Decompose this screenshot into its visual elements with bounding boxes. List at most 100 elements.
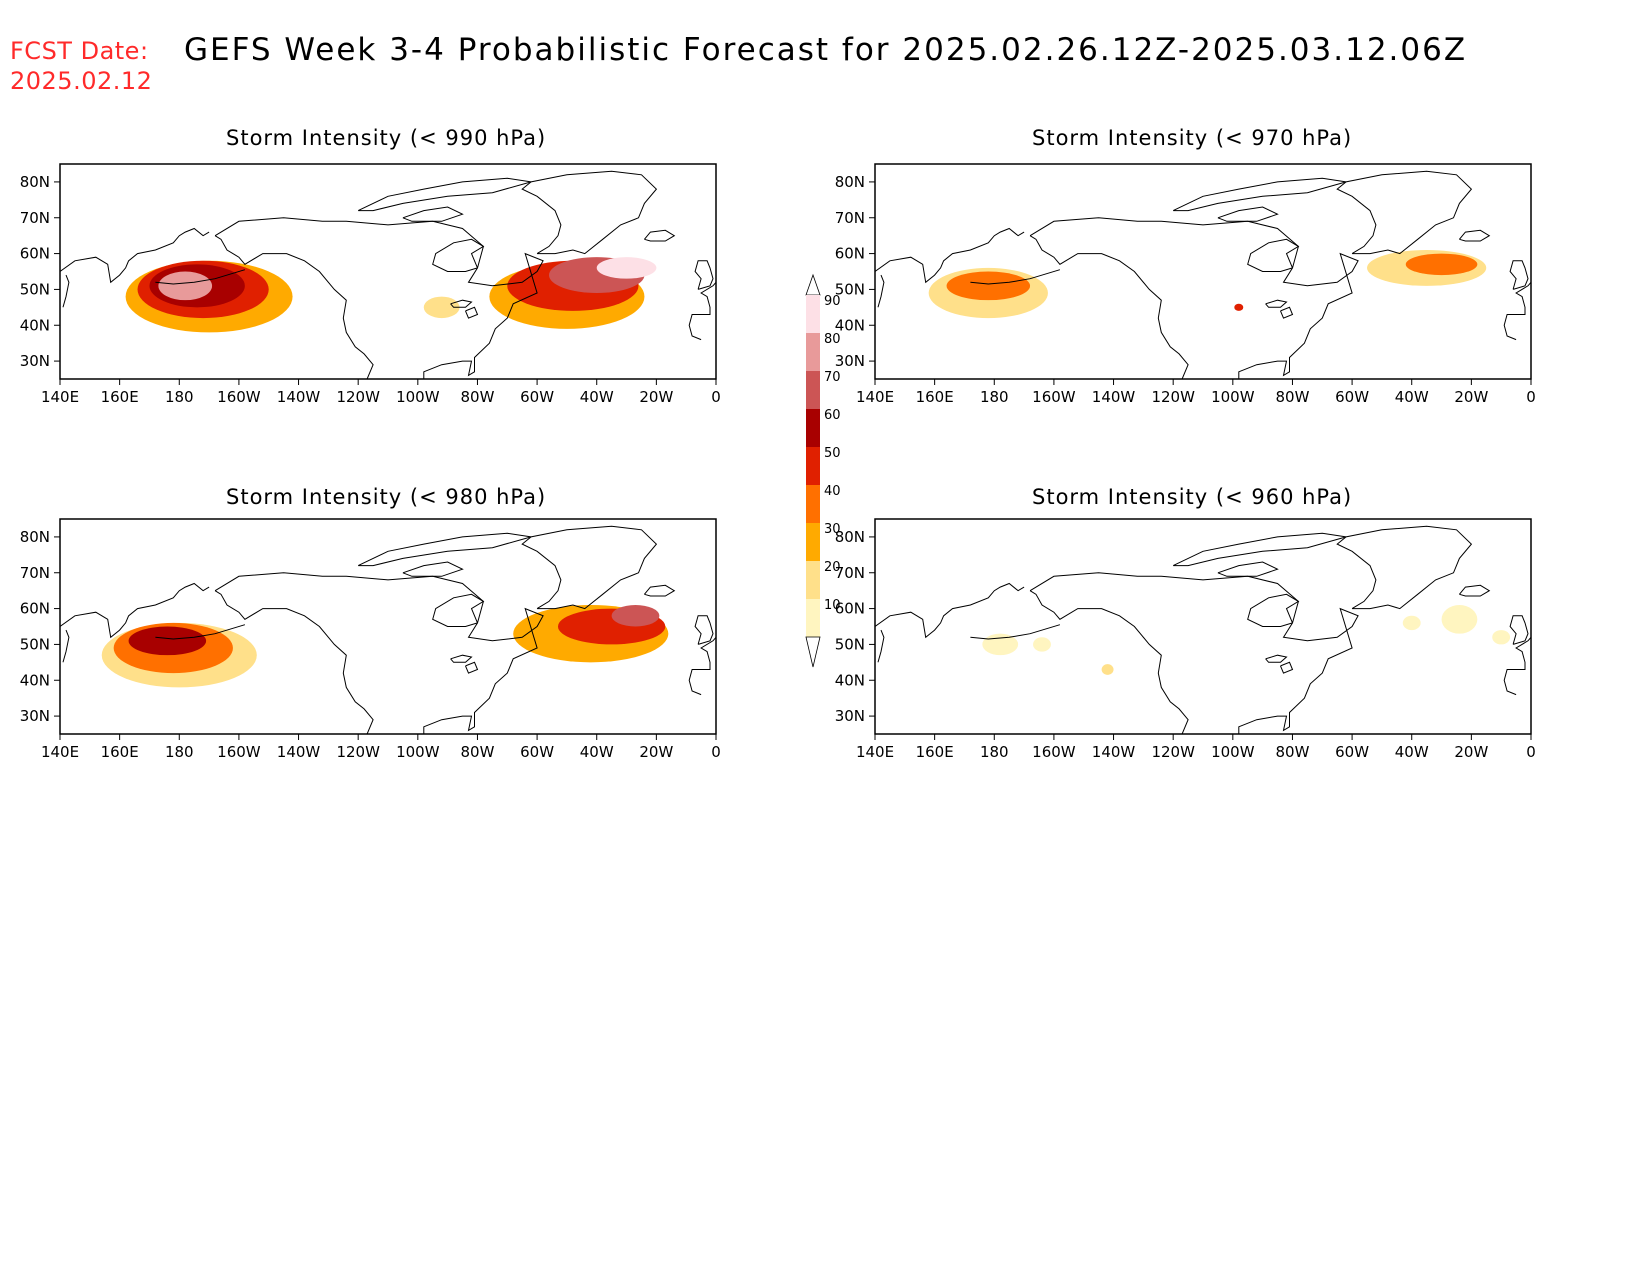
colorbar-level-label: 30 (824, 522, 841, 537)
coastline (875, 582, 1025, 639)
colorbar-level-label: 90 (824, 294, 841, 309)
coastline (694, 260, 714, 290)
colorbar-swatch (806, 485, 820, 523)
coastline (450, 299, 473, 308)
coastline (1247, 238, 1300, 272)
map-panel-980: 140E 160E 180 160W 140W 120W 100W 80W 60W 40W 20W 0… (20, 518, 721, 761)
lat-tick-label: 60N (835, 600, 865, 618)
lon-tick-label: 120W (336, 388, 380, 406)
lon-tick-label: 60W (520, 743, 554, 761)
lon-tick-label: 80W (1275, 743, 1309, 761)
lon-tick-label: 0 (711, 388, 721, 406)
lon-tick-label: 80W (1275, 388, 1309, 406)
lat-tick-label: 70N (835, 564, 865, 582)
coastline (970, 624, 1061, 640)
coastline (521, 525, 658, 610)
lat-tick-label: 80N (835, 173, 865, 191)
coastline (644, 229, 676, 242)
coastline (1247, 593, 1300, 627)
panel-title-960: Storm Intensity (< 960 hPa) (1032, 485, 1353, 509)
lon-tick-label: 0 (711, 743, 721, 761)
lon-tick-label: 80W (460, 388, 494, 406)
coastline (1265, 299, 1288, 308)
lat-tick-label: 50N (835, 280, 865, 298)
coastline (357, 532, 532, 567)
lon-tick-label: 160E (916, 388, 954, 406)
coastline (214, 590, 374, 734)
coastline (432, 593, 485, 627)
coastline (155, 624, 246, 640)
coastline (1503, 636, 1531, 696)
probability-contour (596, 257, 657, 279)
probability-contour (1033, 637, 1051, 652)
coastline (1509, 260, 1529, 290)
colorbar-swatch (806, 371, 820, 409)
lat-tick-label: 40N (20, 316, 50, 334)
colorbar-level-label: 50 (824, 446, 841, 461)
probability-contour (423, 296, 460, 319)
coastline (1509, 615, 1529, 645)
lon-tick-label: 100W (1211, 388, 1255, 406)
lon-tick-label: 60W (1335, 743, 1369, 761)
coastline (465, 306, 479, 319)
lon-tick-label: 140W (1092, 743, 1136, 761)
coastline (1336, 170, 1473, 255)
colorbar-level-label: 10 (824, 598, 841, 613)
coastline (877, 629, 885, 663)
lat-tick-label: 30N (20, 707, 50, 725)
coastline (521, 170, 658, 255)
lon-tick-label: 140E (856, 743, 894, 761)
lat-tick-label: 60N (835, 245, 865, 263)
lon-tick-label: 20W (639, 388, 673, 406)
lat-tick-label: 60N (20, 245, 50, 263)
map-panel-970: 140E 160E 180 160W 140W 120W 100W 80W 60W 40W 20W 0… (835, 163, 1536, 406)
lat-tick-label: 50N (20, 635, 50, 653)
coastline (357, 177, 532, 212)
lon-tick-label: 180 (980, 743, 1009, 761)
probability-contour (1402, 615, 1421, 631)
forecast-date-label: FCST Date: 2025.02.12 (10, 36, 152, 96)
coastline (155, 269, 246, 285)
probability-contour (1441, 605, 1478, 634)
lon-tick-label: 140W (1092, 388, 1136, 406)
lon-tick-label: 160E (101, 388, 139, 406)
map-panel-960: 140E 160E 180 160W 140W 120W 100W 80W 60W 40W 20W 0… (835, 518, 1536, 761)
map-frame (59, 163, 717, 380)
coastline (1217, 206, 1279, 222)
coastline (877, 274, 885, 308)
coastline (214, 235, 374, 379)
panel-title-970: Storm Intensity (< 970 hPa) (1032, 126, 1353, 150)
coastline (1172, 532, 1347, 567)
lon-tick-label: 120W (1151, 743, 1195, 761)
lat-tick-label: 60N (20, 600, 50, 618)
coastline (694, 615, 714, 645)
coastline (1265, 654, 1288, 663)
colorbar-swatch (806, 333, 820, 371)
coastline (1029, 217, 1359, 379)
coastline (688, 281, 716, 341)
lon-tick-label: 140E (41, 743, 79, 761)
colorbar-level-label: 20 (824, 560, 841, 575)
colorbar-level-label: 60 (824, 408, 841, 423)
lat-tick-label: 40N (835, 671, 865, 689)
lon-tick-label: 160E (101, 743, 139, 761)
coastline (1459, 229, 1491, 242)
map-panel-990: 140E 160E 180 160W 140W 120W 100W 80W 60W 40W 20W 0… (20, 163, 721, 406)
probability-contour (1405, 253, 1478, 276)
lon-tick-label: 160W (217, 743, 261, 761)
lon-tick-label: 100W (396, 388, 440, 406)
coastline (1280, 306, 1294, 319)
lat-tick-label: 70N (20, 564, 50, 582)
lon-tick-label: 160E (916, 743, 954, 761)
coastline (432, 238, 485, 272)
lon-tick-label: 0 (1526, 743, 1536, 761)
probability-contour (611, 605, 660, 627)
forecast-field (60, 170, 716, 379)
lon-tick-label: 160W (217, 388, 261, 406)
lat-tick-label: 80N (20, 528, 50, 546)
forecast-field (60, 525, 716, 734)
probability-contour (158, 271, 213, 301)
coastline (60, 582, 210, 639)
lon-tick-label: 20W (639, 743, 673, 761)
coastline (1459, 584, 1491, 597)
